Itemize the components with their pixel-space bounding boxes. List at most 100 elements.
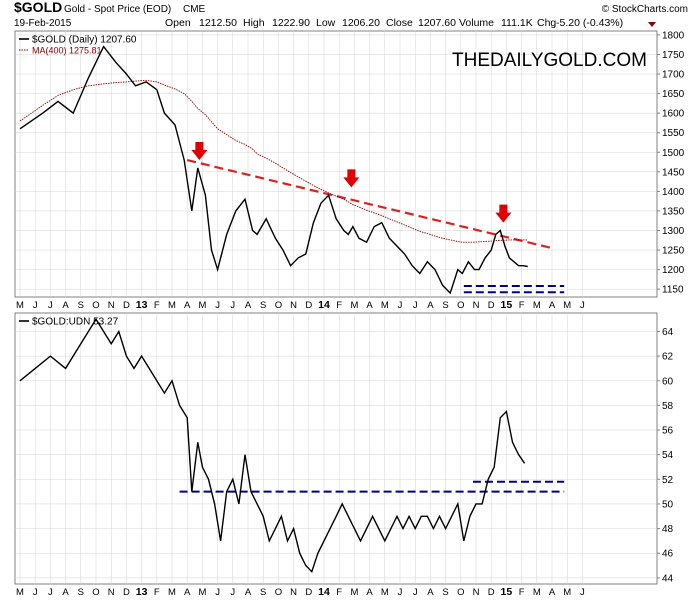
- x-tick-label: A: [366, 300, 373, 311]
- x-tick-label: J: [48, 587, 53, 598]
- x-tick-label: A: [549, 300, 556, 311]
- x-tick-label: A: [184, 587, 191, 598]
- y-tick-label: 1200: [662, 265, 685, 276]
- x-tick-label: M: [350, 587, 358, 598]
- chg-value: -5.20 (-0.43%): [556, 17, 623, 29]
- x-tick-label: S: [442, 300, 448, 311]
- ratio-series: [19, 317, 526, 574]
- price-annotations: [186, 142, 565, 294]
- x-tick-label: D: [123, 587, 130, 598]
- y-tick-label: 48: [662, 524, 674, 535]
- x-tick-label: A: [549, 587, 556, 598]
- price-series: [19, 45, 528, 295]
- x-tick-label: M: [198, 300, 206, 311]
- legend-label: $GOLD (Daily) 1207.60: [32, 35, 137, 46]
- y-tick-label: 1700: [662, 70, 685, 81]
- y-tick-label: 62: [662, 352, 674, 363]
- ohlc-stats: Open 1212.50 High 1222.90 Low 1206.20 Cl…: [165, 17, 623, 29]
- ratio-gridlines: [15, 313, 657, 584]
- x-tick-label: O: [92, 300, 99, 311]
- x-tick-label: M: [381, 587, 389, 598]
- x-tick-label: J: [215, 300, 220, 311]
- x-tick-label: D: [488, 300, 495, 311]
- x-tick-label: O: [457, 587, 464, 598]
- x-tick-label: F: [336, 587, 342, 598]
- x-tick-label: 15: [501, 586, 513, 598]
- x-tick-label: J: [580, 587, 585, 598]
- down-triangle-icon: [648, 22, 656, 27]
- x-tick-label: A: [245, 587, 252, 598]
- x-tick-label: D: [123, 300, 130, 311]
- x-tick-label: A: [184, 300, 191, 311]
- y-tick-label: 54: [662, 450, 674, 461]
- x-tick-label: S: [260, 300, 266, 311]
- watermark-text: THEDAILYGOLD.COM: [452, 50, 647, 71]
- y-tick-label: 1500: [662, 148, 685, 159]
- y-tick-label: 1300: [662, 226, 685, 237]
- x-tick-label: M: [168, 300, 176, 311]
- x-tick-label: N: [473, 300, 480, 311]
- x-tick-label: M: [381, 300, 389, 311]
- x-tick-label: D: [488, 587, 495, 598]
- y-tick-label: 1550: [662, 128, 685, 139]
- x-tick-label: A: [62, 300, 69, 311]
- x-tick-label: A: [427, 587, 434, 598]
- y-tick-label: 1350: [662, 206, 685, 217]
- x-tick-label: 13: [136, 586, 148, 598]
- y-tick-label: 44: [662, 573, 674, 584]
- x-tick-label: J: [398, 300, 403, 311]
- x-tick-label: O: [275, 300, 282, 311]
- x-tick-label: M: [563, 300, 571, 311]
- x-tick-label: J: [580, 300, 585, 311]
- ratio-y-axis: 44 46 48 50 52 54 56 58 60 62 64: [657, 327, 674, 584]
- x-tick-label: S: [78, 587, 84, 598]
- x-tick-label: J: [230, 587, 235, 598]
- close-label: Close: [386, 17, 413, 29]
- x-tick-label: J: [413, 300, 418, 311]
- open-value: 1212.50: [199, 17, 237, 29]
- x-tick-label: J: [398, 587, 403, 598]
- instrument-description: Gold - Spot Price (EOD): [64, 4, 171, 15]
- ratio-x-axis: M J J A S O N D 13 F M A M J J A S O N D 14 F M A M J J A S O N D 15 F M A M…: [16, 586, 585, 598]
- y-tick-label: 58: [662, 401, 674, 412]
- copyright-text: © StockCharts.com: [602, 4, 688, 15]
- x-tick-label: A: [62, 587, 69, 598]
- x-tick-label: M: [533, 300, 541, 311]
- resistance-trendline: [186, 159, 553, 250]
- x-tick-label: M: [563, 587, 571, 598]
- x-tick-label: O: [92, 587, 99, 598]
- x-tick-label: M: [350, 300, 358, 311]
- x-tick-label: S: [260, 587, 266, 598]
- x-tick-label: M: [198, 587, 206, 598]
- x-tick-label: F: [154, 300, 160, 311]
- ratio-panel: [14, 312, 658, 585]
- y-tick-label: 1250: [662, 246, 685, 257]
- price-x-axis: M J J A S O N D 13 F M A M J J A S O N D 14 F M A M J J A S O N D 15 F M A M…: [16, 299, 585, 311]
- y-tick-label: 1600: [662, 109, 685, 120]
- gold-price-line: [19, 45, 528, 295]
- x-tick-label: 14: [318, 586, 330, 598]
- x-tick-label: O: [457, 300, 464, 311]
- y-tick-label: 60: [662, 376, 674, 387]
- volume-value: 111.1K: [501, 17, 533, 29]
- x-tick-label: N: [290, 587, 297, 598]
- x-tick-label: J: [33, 300, 38, 311]
- x-tick-label: S: [442, 587, 448, 598]
- x-tick-label: A: [366, 587, 373, 598]
- y-tick-label: 50: [662, 499, 674, 510]
- x-tick-label: F: [154, 587, 160, 598]
- price-gridlines: [15, 31, 657, 297]
- high-value: 1222.90: [272, 17, 310, 29]
- x-tick-label: N: [108, 300, 115, 311]
- x-tick-label: 15: [501, 299, 513, 311]
- x-tick-label: F: [519, 300, 525, 311]
- y-tick-label: 1800: [662, 30, 685, 41]
- open-label: Open: [165, 17, 191, 29]
- down-arrow-icon: [343, 169, 360, 188]
- ma-400-line: [19, 79, 528, 243]
- volume-label: Volume: [459, 17, 494, 29]
- x-tick-label: D: [305, 587, 312, 598]
- x-tick-label: M: [533, 587, 541, 598]
- x-tick-label: N: [473, 587, 480, 598]
